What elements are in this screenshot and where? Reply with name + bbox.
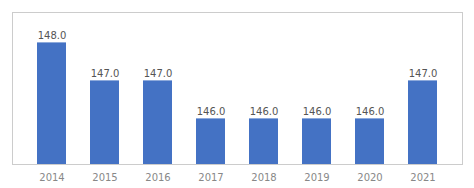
svg-text:147.0: 147.0 bbox=[144, 68, 173, 79]
svg-text:146.0: 146.0 bbox=[197, 106, 226, 117]
svg-text:2021: 2021 bbox=[410, 172, 435, 183]
svg-text:148.0: 148.0 bbox=[38, 30, 67, 41]
svg-text:146.0: 146.0 bbox=[250, 106, 279, 117]
svg-text:2016: 2016 bbox=[145, 172, 170, 183]
svg-text:2017: 2017 bbox=[198, 172, 223, 183]
svg-text:2019: 2019 bbox=[304, 172, 329, 183]
svg-text:2014: 2014 bbox=[39, 172, 64, 183]
svg-text:2015: 2015 bbox=[92, 172, 117, 183]
svg-text:2020: 2020 bbox=[357, 172, 382, 183]
svg-text:146.0: 146.0 bbox=[356, 106, 385, 117]
svg-text:147.0: 147.0 bbox=[91, 68, 120, 79]
svg-text:147.0: 147.0 bbox=[409, 68, 438, 79]
svg-text:2018: 2018 bbox=[251, 172, 276, 183]
svg-text:146.0: 146.0 bbox=[303, 106, 332, 117]
